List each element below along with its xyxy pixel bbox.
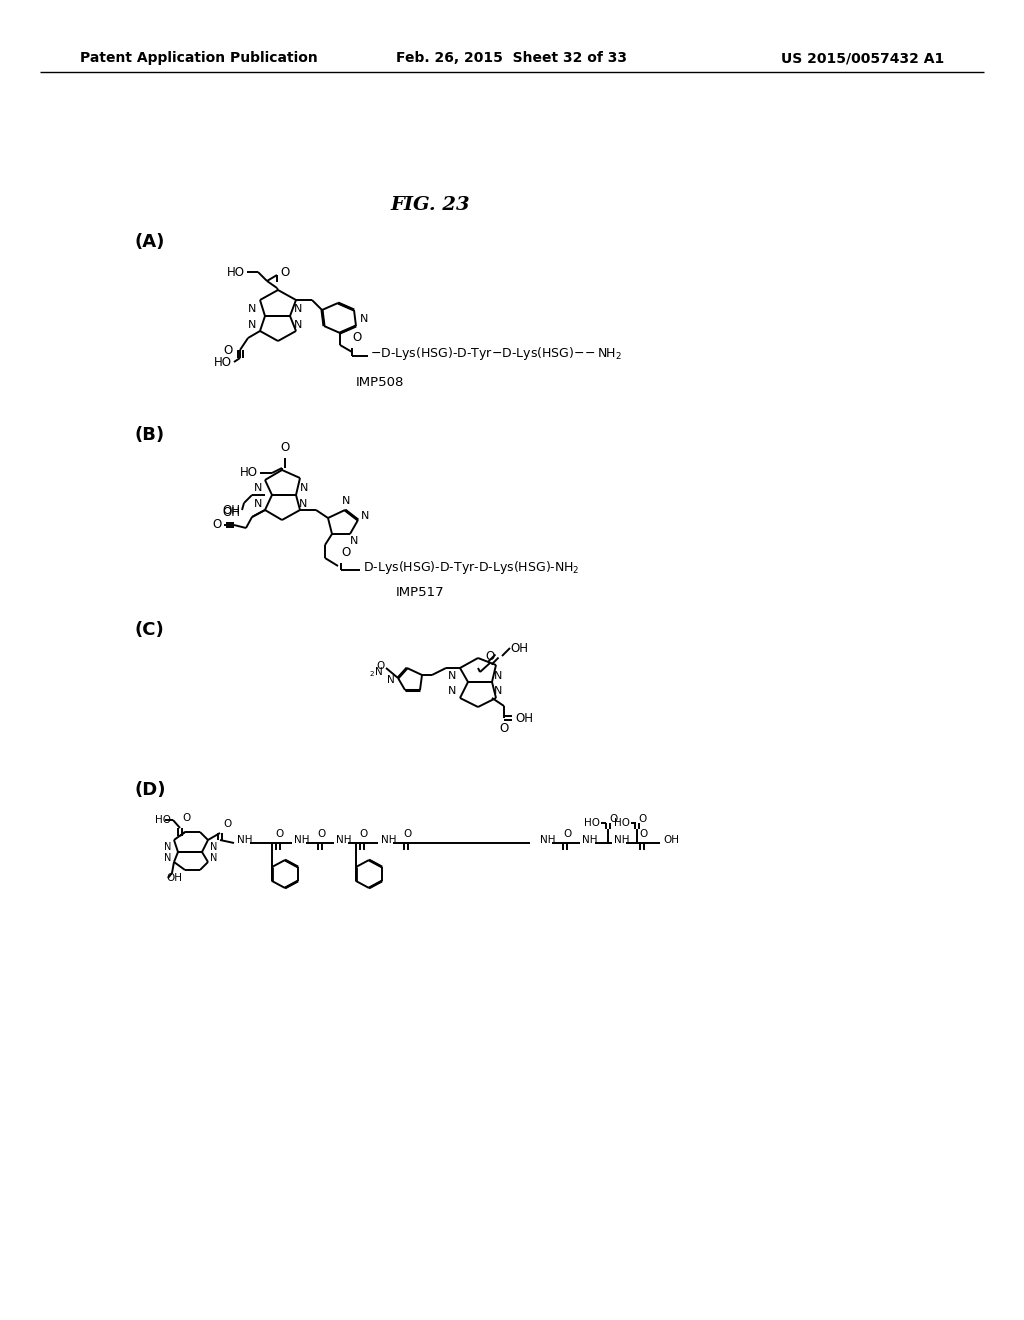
- Text: N: N: [254, 483, 262, 492]
- Text: OH: OH: [166, 873, 182, 883]
- Text: $_2$N: $_2$N: [370, 665, 383, 678]
- Text: HO: HO: [584, 818, 600, 828]
- Text: O: O: [485, 649, 495, 663]
- Text: O: O: [213, 519, 222, 532]
- Text: NH: NH: [237, 836, 253, 845]
- Text: O: O: [352, 331, 361, 345]
- Text: N: N: [342, 496, 350, 506]
- Text: NH: NH: [336, 836, 351, 845]
- Text: N: N: [387, 675, 395, 685]
- Text: (D): (D): [135, 781, 167, 799]
- Text: O: O: [341, 546, 350, 558]
- Text: O: O: [224, 343, 233, 356]
- Text: $-$D-Lys(HSG)-D-Tyr$-$D-Lys(HSG)$-\!-$NH$_2$: $-$D-Lys(HSG)-D-Tyr$-$D-Lys(HSG)$-\!-$NH…: [370, 345, 623, 362]
- Text: D-Lys(HSG)-D-Tyr-D-Lys(HSG)-NH$_2$: D-Lys(HSG)-D-Tyr-D-Lys(HSG)-NH$_2$: [362, 558, 580, 576]
- Text: (B): (B): [135, 426, 165, 444]
- Text: HO: HO: [214, 355, 232, 368]
- Text: N: N: [254, 499, 262, 510]
- Text: N: N: [210, 853, 217, 863]
- Text: O: O: [638, 814, 646, 824]
- Text: IMP517: IMP517: [395, 586, 444, 598]
- Text: N: N: [494, 686, 503, 696]
- Text: N: N: [210, 842, 217, 851]
- Text: HO: HO: [614, 818, 630, 828]
- Text: O: O: [275, 829, 284, 840]
- Text: O: O: [640, 829, 648, 840]
- Text: O: O: [182, 813, 190, 822]
- Text: N: N: [300, 483, 308, 492]
- Text: (C): (C): [135, 620, 165, 639]
- Text: O: O: [500, 722, 509, 735]
- Text: O: O: [563, 829, 571, 840]
- Text: FIG. 23: FIG. 23: [390, 195, 470, 214]
- Text: N: N: [361, 511, 370, 521]
- Text: NH: NH: [582, 836, 597, 845]
- Text: OH: OH: [663, 836, 679, 845]
- Text: NH: NH: [614, 836, 630, 845]
- Text: NH: NH: [381, 836, 396, 845]
- Text: OH: OH: [222, 503, 240, 516]
- Text: OH: OH: [510, 642, 528, 655]
- Text: IMP508: IMP508: [355, 375, 404, 388]
- Text: HO: HO: [155, 814, 171, 825]
- Text: Feb. 26, 2015  Sheet 32 of 33: Feb. 26, 2015 Sheet 32 of 33: [396, 51, 628, 65]
- Text: O: O: [377, 661, 385, 671]
- Text: N: N: [447, 686, 456, 696]
- Text: N: N: [299, 499, 307, 510]
- Text: O: O: [317, 829, 326, 840]
- Text: NH: NH: [540, 836, 555, 845]
- Text: Patent Application Publication: Patent Application Publication: [80, 51, 317, 65]
- Text: HO: HO: [227, 265, 245, 279]
- Text: HO: HO: [240, 466, 258, 479]
- Text: O: O: [223, 818, 231, 829]
- Text: OH: OH: [222, 506, 240, 519]
- Text: OH: OH: [515, 711, 534, 725]
- Text: NH: NH: [294, 836, 309, 845]
- Text: US 2015/0057432 A1: US 2015/0057432 A1: [780, 51, 944, 65]
- Text: N: N: [494, 671, 503, 681]
- Text: N: N: [164, 842, 171, 851]
- Text: O: O: [281, 441, 290, 454]
- Text: N: N: [248, 319, 256, 330]
- Text: O: O: [280, 265, 289, 279]
- Text: N: N: [294, 319, 302, 330]
- Text: O: O: [403, 829, 412, 840]
- Text: N: N: [350, 536, 358, 546]
- Text: N: N: [294, 304, 302, 314]
- Text: N: N: [164, 853, 171, 863]
- Text: O: O: [609, 814, 617, 824]
- Text: N: N: [248, 304, 256, 314]
- Text: N: N: [447, 671, 456, 681]
- Text: O: O: [359, 829, 368, 840]
- Text: (A): (A): [135, 234, 165, 251]
- Text: N: N: [360, 314, 369, 323]
